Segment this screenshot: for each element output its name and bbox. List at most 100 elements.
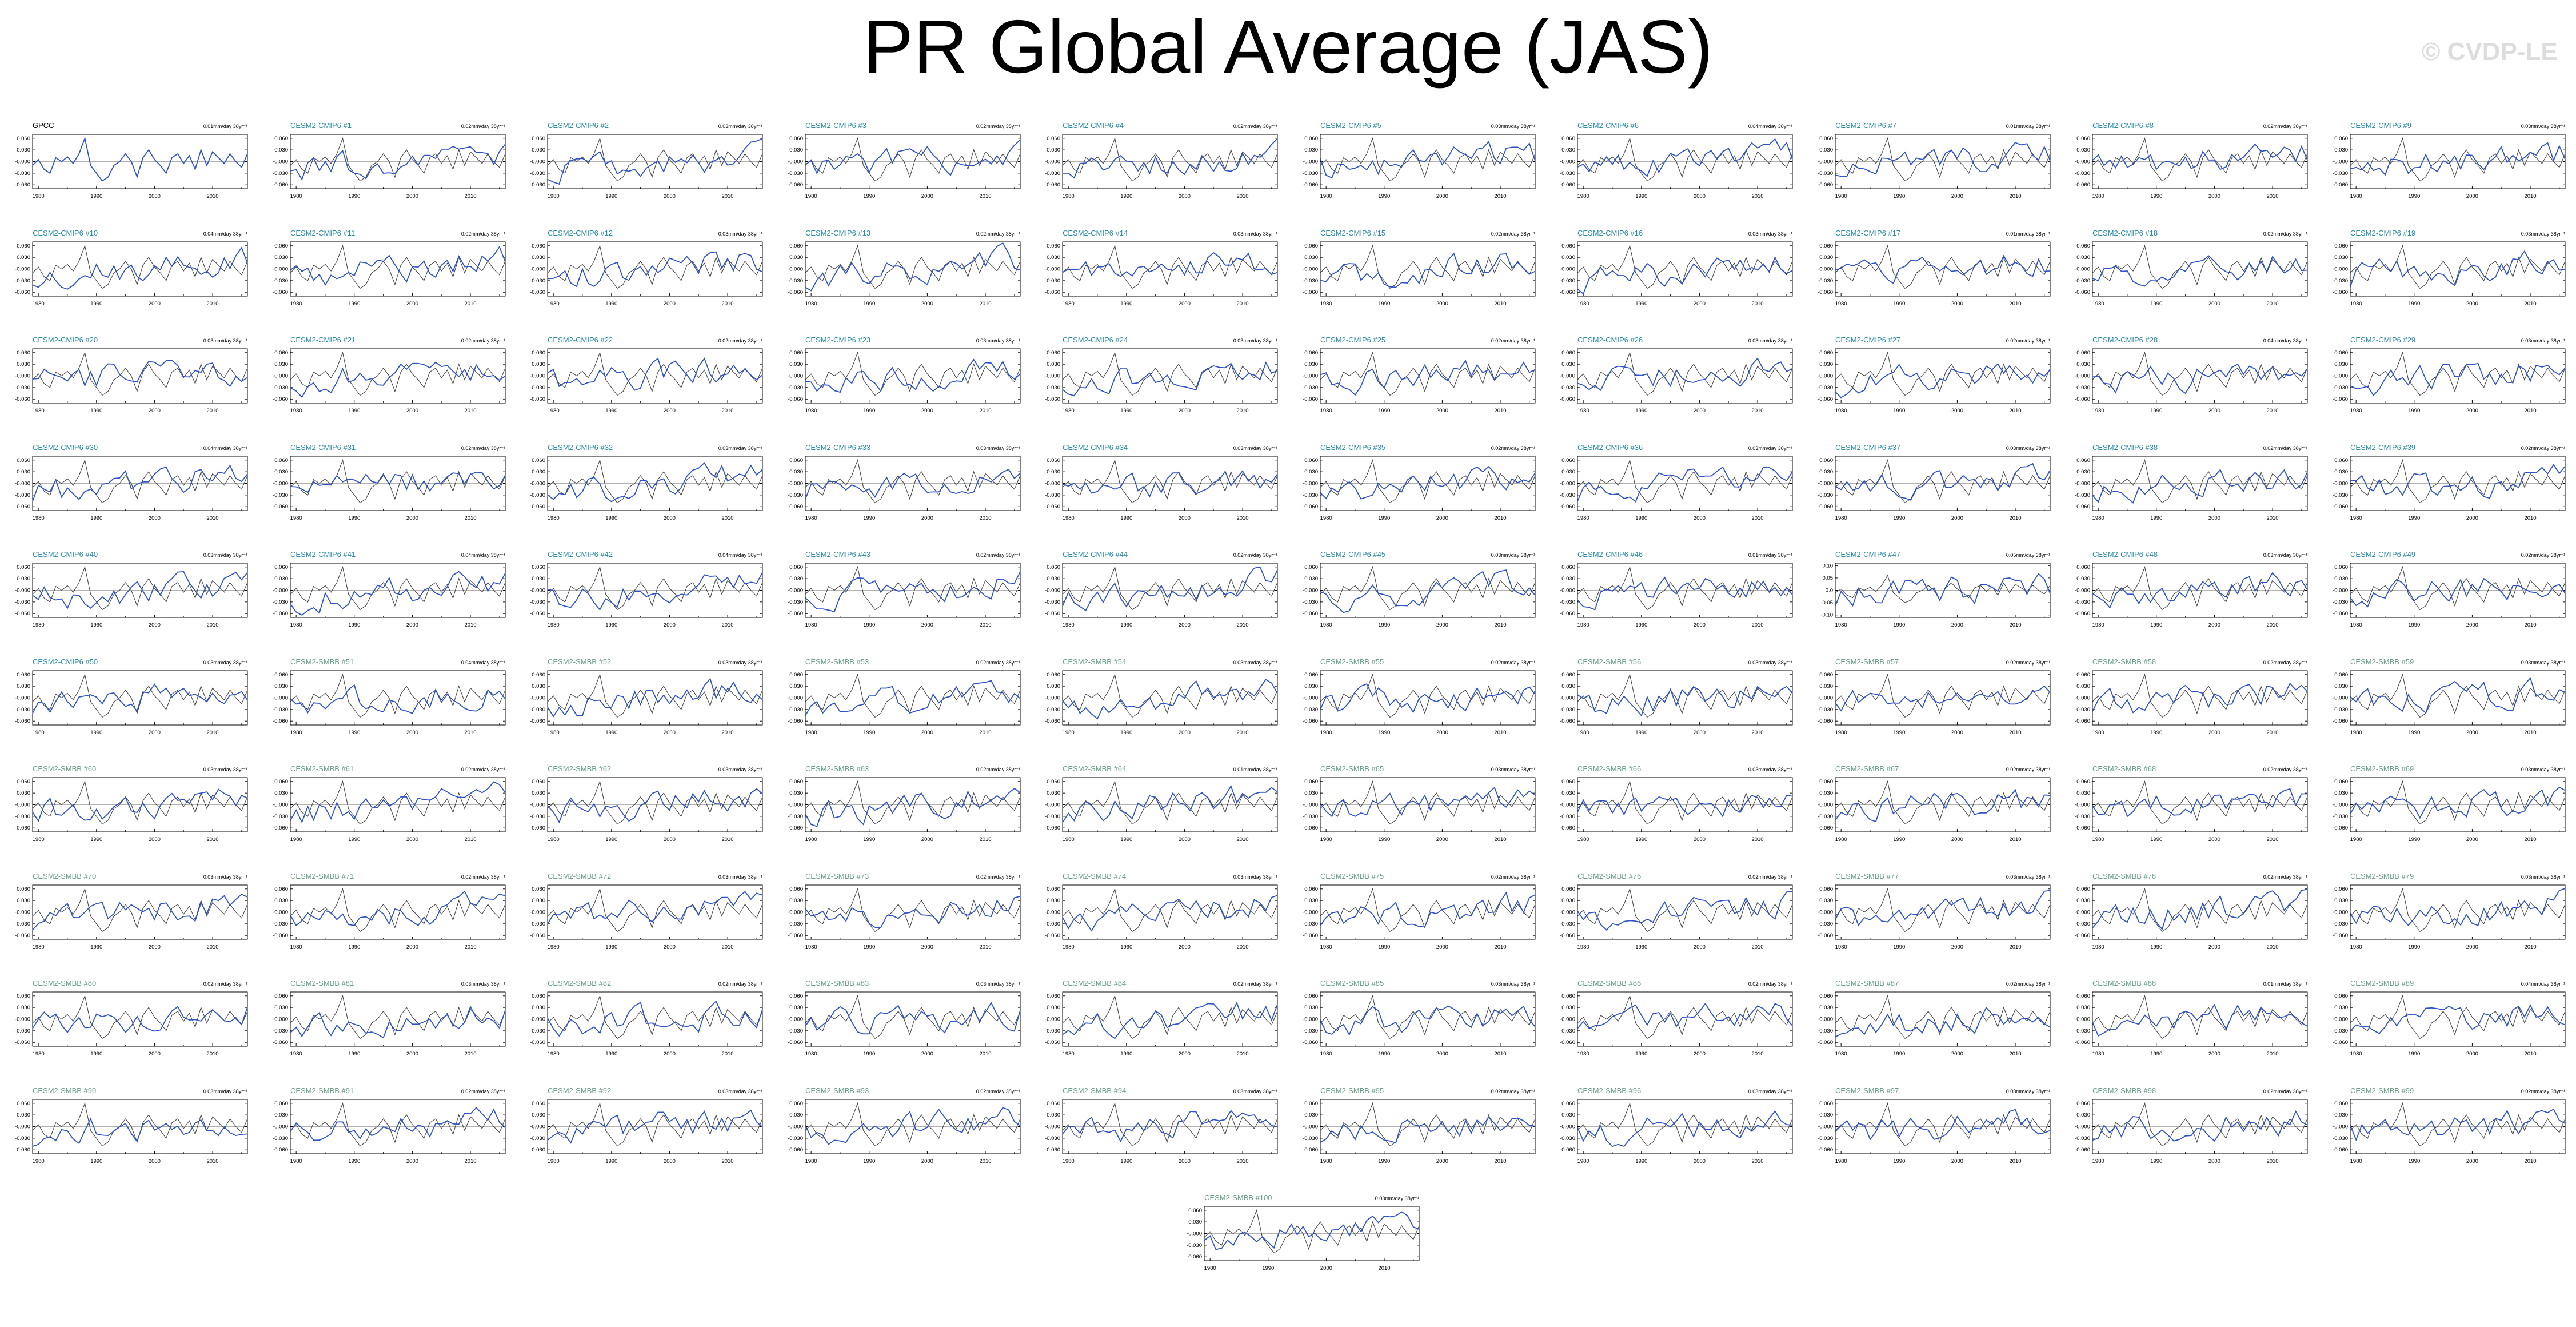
- member-series-line: [805, 242, 1020, 292]
- y-tick-label: -0.060: [788, 1147, 803, 1153]
- x-tick-label: 2000: [149, 1051, 161, 1057]
- observed-series-line: [32, 565, 248, 611]
- panel-trend-label: 0.04mm/day 38yr⁻¹: [1748, 123, 1792, 129]
- y-tick-label: -0.030: [15, 277, 30, 284]
- y-tick-label: -0.060: [2075, 825, 2090, 831]
- observed-series-line: [2092, 673, 2308, 718]
- y-tick-label: 0.030: [789, 576, 803, 582]
- x-tick-label: 1990: [1378, 1158, 1390, 1165]
- y-tick-label: -0.030: [530, 599, 545, 605]
- y-tick-label: -0.000: [788, 159, 803, 165]
- x-tick-label: 2010: [464, 622, 476, 628]
- x-tick-label: 1980: [2092, 730, 2104, 736]
- x-tick-label: 1990: [90, 193, 102, 200]
- x-tick-label: 1980: [2092, 301, 2104, 307]
- y-tick-label: -0.030: [1560, 1135, 1575, 1141]
- x-tick-label: 2010: [1494, 730, 1506, 736]
- panel-9: CESM2-CMIP6 #9 0.03mm/day 38yr⁻¹ 0.060 0.03…: [2333, 121, 2566, 200]
- x-tick-label: 1990: [2408, 301, 2420, 307]
- y-tick-label: 0.030: [789, 147, 803, 153]
- x-tick-label: 2010: [1751, 622, 1763, 628]
- x-tick-label: 1990: [1378, 1051, 1390, 1057]
- x-tick-label: 2010: [2524, 836, 2536, 843]
- observed-series-line: [290, 351, 506, 396]
- member-series-line: [290, 361, 506, 399]
- panel-title: CESM2-SMBB #73: [805, 872, 869, 880]
- y-tick-label: 0.060: [17, 136, 30, 142]
- panel-trend-label: 0.02mm/day 38yr⁻¹: [976, 1089, 1020, 1094]
- x-tick-label: 2010: [2524, 193, 2536, 200]
- y-tick-label: 0.060: [17, 564, 30, 571]
- x-tick-label: 2010: [1236, 515, 1248, 521]
- x-tick-label: 1980: [1320, 301, 1332, 307]
- panel-60: CESM2-SMBB #60 0.03mm/day 38yr⁻¹ 0.060 0.03…: [15, 764, 248, 843]
- member-series-line: [1319, 683, 1536, 713]
- panel-99: CESM2-SMBB #99 0.02mm/day 38yr⁻¹ 0.060 0.03…: [2333, 1086, 2566, 1165]
- observed-series-line: [1835, 1102, 2051, 1146]
- x-tick-label: 1990: [2408, 1158, 2420, 1165]
- y-tick-label: 0.060: [1819, 993, 1833, 999]
- panel-trend-label: 0.02mm/day 38yr⁻¹: [2521, 552, 2565, 558]
- y-tick-label: -0.000: [530, 373, 545, 380]
- x-tick-label: 2000: [2208, 622, 2220, 628]
- x-tick-label: 1980: [1320, 836, 1332, 843]
- y-tick-label: -0.060: [1560, 182, 1575, 188]
- x-tick-label: 2000: [1694, 408, 1706, 414]
- x-tick-label: 2000: [1436, 408, 1448, 414]
- panel-trend-label: 0.02mm/day 38yr⁻¹: [1233, 123, 1277, 129]
- member-series-line: [2092, 1110, 2308, 1142]
- panel-title: CESM2-SMBB #92: [548, 1086, 611, 1095]
- panel-4: CESM2-CMIP6 #4 0.02mm/day 38yr⁻¹ 0.060 0.03…: [1045, 121, 1278, 200]
- y-tick-label: 0.060: [2334, 671, 2348, 678]
- x-tick-label: 1980: [290, 836, 302, 843]
- panel-title: CESM2-SMBB #53: [805, 657, 869, 666]
- x-tick-label: 1990: [2408, 1051, 2420, 1057]
- y-tick-label: 0.030: [2076, 254, 2090, 261]
- x-tick-label: 2010: [206, 515, 218, 521]
- x-tick-label: 2010: [206, 408, 218, 414]
- panel-trend-label: 0.03mm/day 38yr⁻¹: [203, 338, 247, 344]
- member-series-line: [2349, 786, 2565, 819]
- member-series-line: [1834, 1108, 2050, 1141]
- panel-trend-label: 0.02mm/day 38yr⁻¹: [976, 767, 1020, 772]
- y-tick-label: 0.060: [17, 993, 30, 999]
- x-tick-label: 1990: [605, 193, 617, 200]
- panel-53: CESM2-SMBB #53 0.02mm/day 38yr⁻¹ 0.060 0.03…: [788, 657, 1021, 736]
- y-tick-label: 0.060: [789, 242, 803, 249]
- y-tick-label: 0.030: [1304, 683, 1318, 690]
- y-tick-label: 0.030: [2334, 790, 2348, 796]
- y-tick-label: -0.060: [273, 182, 288, 188]
- panel-89: CESM2-SMBB #89 0.04mm/day 38yr⁻¹ 0.060 0.03…: [2333, 979, 2566, 1057]
- y-tick-label: 0.030: [1819, 469, 1833, 475]
- y-tick-label: 0.060: [2334, 242, 2348, 249]
- x-tick-label: 2010: [721, 515, 733, 521]
- y-tick-label: -0.030: [2075, 385, 2090, 391]
- x-tick-label: 2000: [664, 944, 676, 950]
- observed-series-line: [1835, 137, 2051, 182]
- panel-title: CESM2-SMBB #55: [1320, 657, 1384, 666]
- y-tick-label: -0.060: [273, 933, 288, 939]
- observed-series-line: [547, 137, 763, 182]
- y-tick-label: -0.060: [273, 825, 288, 831]
- panel-43: CESM2-CMIP6 #43 0.02mm/day 38yr⁻¹ 0.060 0.0…: [788, 550, 1021, 628]
- x-tick-label: 2010: [1494, 193, 1506, 200]
- y-tick-label: 0.030: [1304, 576, 1318, 582]
- y-tick-label: 0.060: [2076, 564, 2090, 571]
- panel-12: CESM2-CMIP6 #12 0.03mm/day 38yr⁻¹ 0.060 0.0…: [530, 229, 763, 307]
- panel-trend-label: 0.03mm/day 38yr⁻¹: [1491, 552, 1535, 558]
- x-tick-label: 2000: [921, 836, 933, 843]
- member-series-line: [2349, 1004, 2565, 1034]
- y-tick-label: -0.030: [1560, 1028, 1575, 1034]
- y-tick-label: -0.030: [273, 706, 288, 712]
- panel-trend-label: 0.02mm/day 38yr⁻¹: [1233, 981, 1277, 987]
- panel-title: CESM2-CMIP6 #33: [805, 443, 870, 452]
- panel-trend-label: 0.03mm/day 38yr⁻¹: [1233, 445, 1277, 451]
- panel-trend-label: 0.02mm/day 38yr⁻¹: [2263, 445, 2307, 451]
- y-tick-label: 0.030: [1819, 683, 1833, 690]
- panel-title: CESM2-CMIP6 #23: [805, 336, 870, 344]
- x-tick-label: 1980: [1835, 836, 1847, 843]
- member-series-line: [2349, 676, 2565, 714]
- x-tick-label: 2000: [406, 944, 418, 950]
- panel-trend-label: 0.03mm/day 38yr⁻¹: [2006, 445, 2050, 451]
- panel-title: CESM2-CMIP6 #21: [290, 336, 356, 344]
